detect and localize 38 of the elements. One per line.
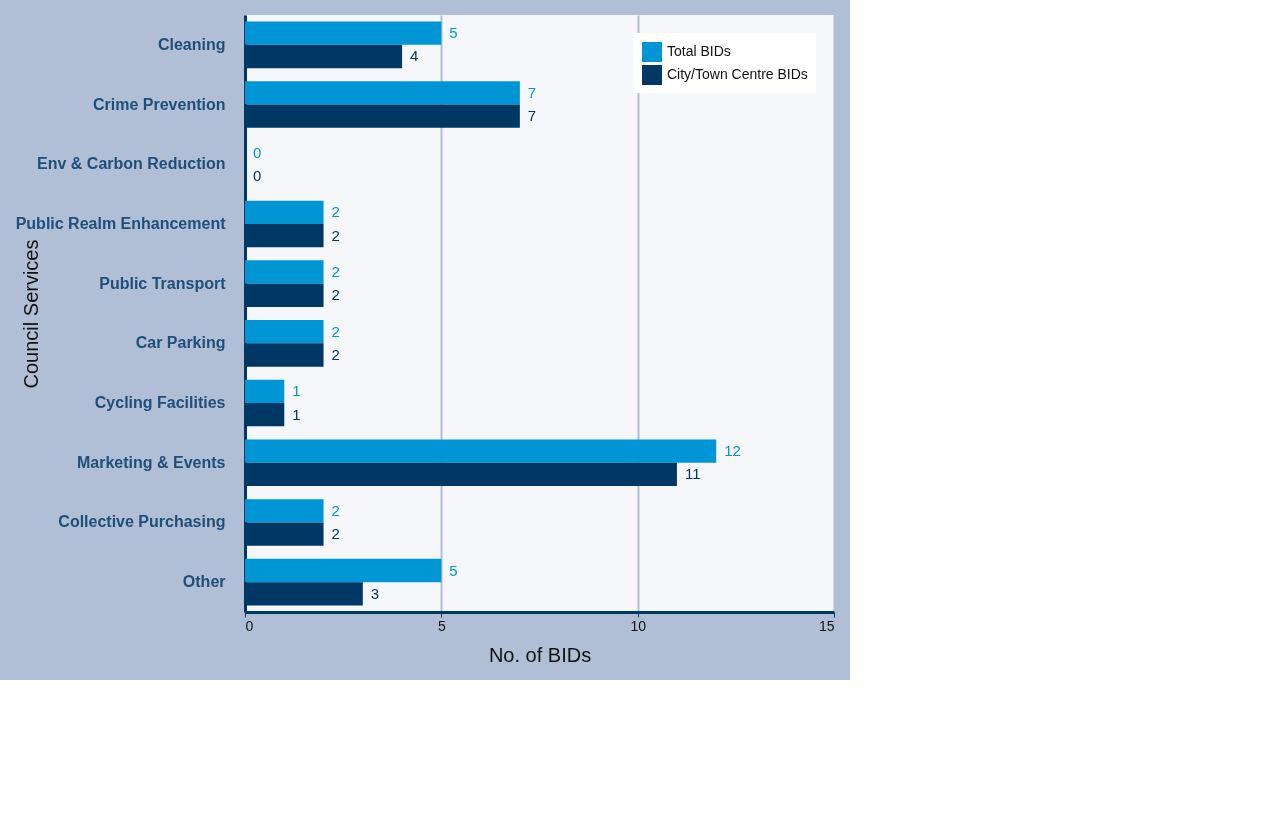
y-tick-label: Public Transport: [99, 274, 227, 292]
data-label: 4: [410, 47, 419, 65]
data-label: 0: [253, 166, 262, 184]
data-label: 7: [527, 107, 537, 125]
data-label: 0: [253, 143, 262, 161]
data-label: 2: [331, 501, 340, 519]
x-tick-label: 10: [630, 617, 647, 634]
y-tick-label: Public Realm Enhancement: [15, 214, 227, 232]
data-label: 5: [449, 24, 458, 42]
y-tick-label: Other: [182, 573, 226, 591]
x-tick-label: 15: [818, 617, 835, 634]
y-tick-label: Crime Prevention: [93, 95, 226, 113]
data-label: 1: [292, 405, 301, 423]
x-tick-label: 0: [245, 617, 254, 634]
data-label: 5: [449, 561, 458, 579]
x-axis-title: No. of BIDs: [488, 643, 592, 666]
data-label: 2: [331, 286, 340, 304]
y-tick-label: Cycling Facilities: [94, 394, 226, 412]
y-axis-title: Council Services: [19, 239, 42, 389]
data-label: 7: [527, 83, 537, 101]
data-label: 2: [331, 203, 340, 221]
y-tick-label: Car Parking: [135, 334, 226, 352]
y-tick-label: Marketing & Events: [77, 453, 226, 471]
data-label: 12: [724, 442, 741, 460]
data-label: 2: [331, 525, 340, 543]
data-label: 1: [292, 382, 301, 400]
data-label: 11: [684, 465, 701, 483]
y-tick-label: Collective Purchasing: [58, 513, 226, 531]
y-tick-label: Env & Carbon Reduction: [37, 155, 226, 173]
legend-label: Total BIDs: [667, 43, 731, 59]
x-tick-label: 5: [437, 617, 446, 634]
data-label: 2: [331, 345, 340, 363]
data-label: 2: [331, 263, 340, 281]
y-tick-label: Cleaning: [157, 35, 226, 53]
data-label: 2: [331, 322, 340, 340]
data-label: 2: [331, 226, 340, 244]
legend-label: City/Town Centre BIDs: [667, 66, 808, 82]
data-label: 3: [370, 584, 380, 602]
